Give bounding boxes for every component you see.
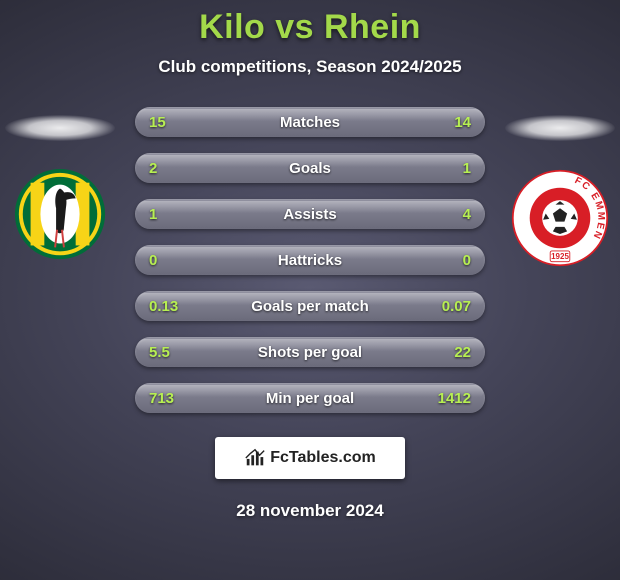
stat-right-value: 22: [431, 344, 471, 361]
stat-row-shots-per-goal: 5.5 Shots per goal 22: [135, 337, 485, 367]
stat-left-value: 1: [149, 206, 189, 223]
stat-right-value: 1412: [431, 390, 471, 407]
content: Kilo vs Rhein Club competitions, Season …: [0, 0, 620, 580]
stat-right-value: 4: [431, 206, 471, 223]
stat-row-hattricks: 0 Hattricks 0: [135, 245, 485, 275]
right-club-year: 1925: [551, 252, 569, 261]
stat-label: Assists: [283, 206, 336, 223]
stat-left-value: 15: [149, 114, 189, 131]
left-club-badge: [11, 169, 109, 267]
stat-row-matches: 15 Matches 14: [135, 107, 485, 137]
player-shadow-right: [505, 115, 615, 141]
stat-left-value: 713: [149, 390, 189, 407]
stat-right-value: 1: [431, 160, 471, 177]
stat-right-value: 14: [431, 114, 471, 131]
stat-left-value: 0.13: [149, 298, 189, 315]
stat-left-value: 5.5: [149, 344, 189, 361]
stat-label: Matches: [280, 114, 340, 131]
stat-left-value: 2: [149, 160, 189, 177]
stat-right-value: 0.07: [431, 298, 471, 315]
stat-row-goals: 2 Goals 1: [135, 153, 485, 183]
stat-label: Shots per goal: [258, 344, 362, 361]
stat-label: Hattricks: [278, 252, 342, 269]
stat-left-value: 0: [149, 252, 189, 269]
player-shadow-left: [5, 115, 115, 141]
right-club-column: FC EMMEN 1925: [500, 115, 620, 267]
brand-badge[interactable]: FcTables.com: [215, 437, 405, 479]
stat-row-goals-per-match: 0.13 Goals per match 0.07: [135, 291, 485, 321]
stat-label: Goals: [289, 160, 331, 177]
stats-list: 15 Matches 14 2 Goals 1 1 Assists 4 0 Ha…: [135, 107, 485, 413]
page-title: Kilo vs Rhein: [0, 8, 620, 47]
stat-row-min-per-goal: 713 Min per goal 1412: [135, 383, 485, 413]
right-club-badge: FC EMMEN 1925: [511, 169, 609, 267]
stat-row-assists: 1 Assists 4: [135, 199, 485, 229]
stat-right-value: 0: [431, 252, 471, 269]
chart-icon: [244, 447, 266, 469]
subtitle: Club competitions, Season 2024/2025: [0, 57, 620, 77]
stat-label: Goals per match: [251, 298, 369, 315]
brand-text: FcTables.com: [270, 449, 376, 467]
stat-label: Min per goal: [266, 390, 354, 407]
left-club-column: [0, 115, 120, 267]
footer-date: 28 november 2024: [0, 501, 620, 521]
